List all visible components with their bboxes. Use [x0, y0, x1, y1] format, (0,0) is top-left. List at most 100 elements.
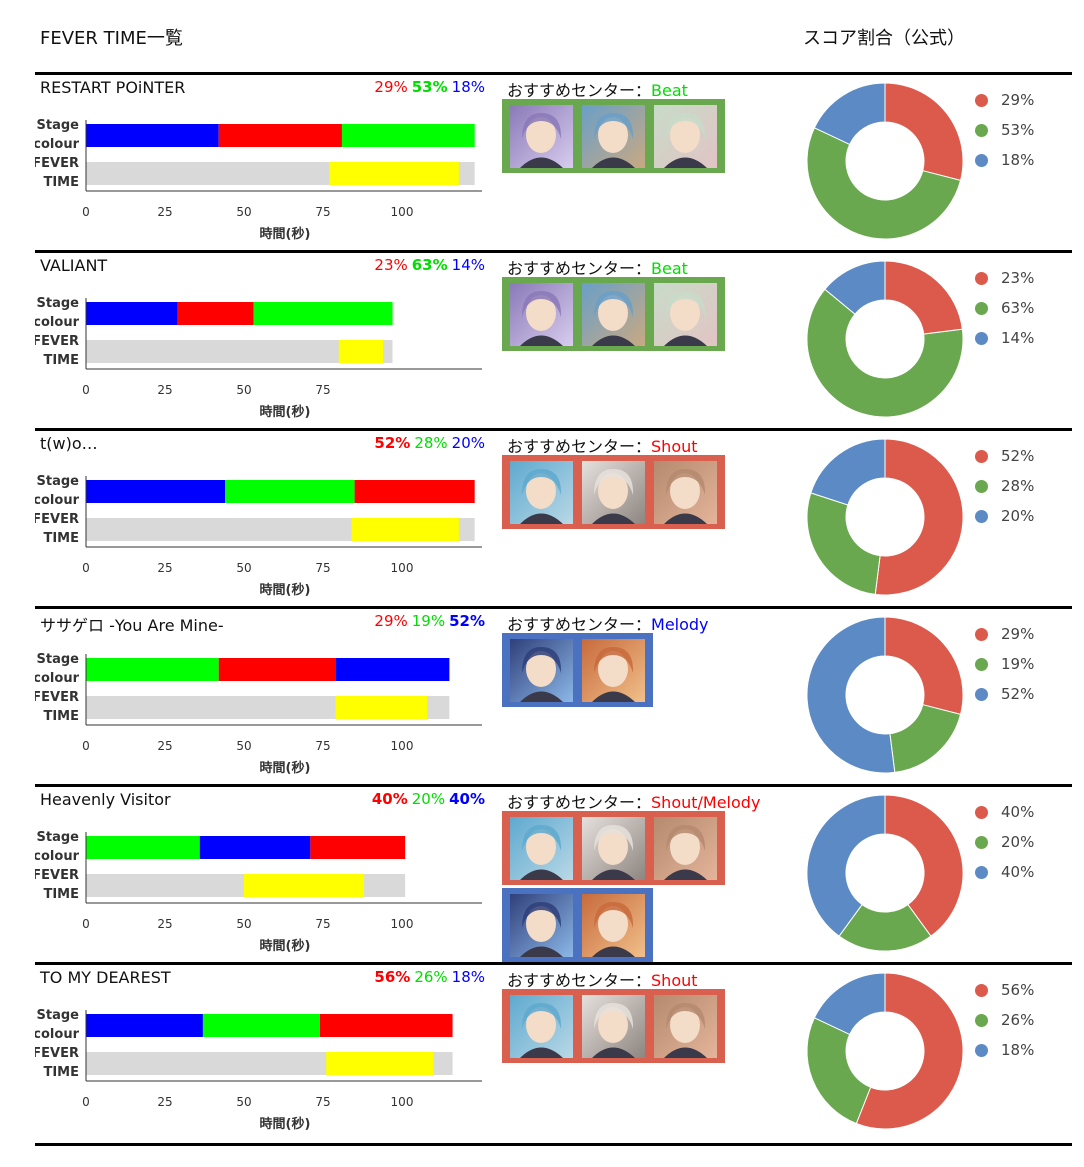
- card-group: [502, 277, 725, 354]
- pct-red: 23%: [374, 256, 408, 274]
- pct-blue: 20%: [451, 434, 485, 452]
- card-face: [670, 1007, 700, 1043]
- song-title: ササゲロ -You Are Mine-: [40, 616, 224, 635]
- donut-slice-red: [884, 82, 964, 182]
- x-tick-label: 100: [391, 917, 414, 931]
- stage-segment-green: [202, 1014, 320, 1037]
- card-outfit: [520, 157, 563, 168]
- card-orange-hair[interactable]: [582, 894, 645, 957]
- legend-dot-green: [975, 657, 988, 671]
- card-light-brown-hair[interactable]: [654, 995, 717, 1058]
- donut-slice-blue: [810, 438, 886, 506]
- card-face: [598, 117, 628, 153]
- legend-dot-blue: [975, 687, 988, 701]
- legend-dot-green: [975, 1013, 988, 1027]
- card-purple-hair[interactable]: [510, 105, 573, 168]
- card-hair: [522, 469, 562, 495]
- donut-legend: 56% 26% 18%: [975, 975, 1034, 1065]
- rec-prefix: おすすめセンター：: [507, 793, 652, 812]
- card-hair: [522, 291, 562, 317]
- card-white-hair[interactable]: [582, 995, 645, 1058]
- x-tick-label: 50: [236, 1095, 251, 1109]
- card-box-red: [502, 989, 725, 1063]
- card-face: [526, 906, 556, 942]
- card-light-brown-hair[interactable]: [654, 461, 717, 524]
- x-tick-label: 75: [315, 205, 330, 219]
- card-silver-blue-hair[interactable]: [510, 995, 573, 1058]
- x-axis-label: 時間(秒): [260, 938, 311, 954]
- x-tick-label: 50: [236, 917, 251, 931]
- fever-track: [86, 340, 393, 363]
- card-group: [502, 989, 725, 1066]
- card-outfit: [592, 946, 635, 957]
- card-face: [598, 829, 628, 865]
- x-axis-label: 時間(秒): [260, 760, 311, 776]
- donut-slice-blue: [813, 82, 886, 146]
- x-tick-label: 75: [315, 383, 330, 397]
- song-section: t(w)o… 52% 28% 20% Stage colour FEVER TIME 0 25 50…: [35, 428, 1072, 609]
- rec-prefix: おすすめセンター：: [507, 615, 652, 634]
- card-purple-hair[interactable]: [510, 283, 573, 346]
- card-brown-hair[interactable]: [582, 283, 645, 346]
- card-brown-hair[interactable]: [582, 105, 645, 168]
- card-face: [598, 473, 628, 509]
- score-donut: [806, 438, 964, 596]
- pct-green: 53%: [411, 78, 448, 96]
- donut-slice-blue: [806, 616, 896, 774]
- fever-time-chart: Stage colour FEVER TIME 0 25 50 75 100 時間(秒): [35, 1008, 482, 1132]
- stage-label: Stage: [37, 1008, 80, 1023]
- x-tick-label: 100: [391, 561, 414, 575]
- card-group: [502, 99, 725, 176]
- card-face: [526, 1007, 556, 1043]
- card-box-red: [502, 455, 725, 529]
- pct-blue: 14%: [451, 256, 485, 274]
- fever-segment: [329, 162, 459, 185]
- legend-value: 29%: [1001, 91, 1035, 109]
- card-outfit: [664, 157, 707, 168]
- stage-label: colour: [35, 849, 80, 864]
- card-silver-blue-hair[interactable]: [510, 817, 573, 880]
- card-hair: [666, 825, 706, 851]
- card-hair: [594, 291, 634, 317]
- pct-green: 19%: [411, 612, 446, 630]
- card-pink-hair[interactable]: [654, 105, 717, 168]
- pct-green: 20%: [411, 790, 446, 808]
- card-box-red: [502, 811, 725, 885]
- stage-segment-red: [319, 1014, 453, 1037]
- card-pink-hair[interactable]: [654, 283, 717, 346]
- score-percentages: 29% 53% 18%: [365, 78, 485, 96]
- stage-label: Stage: [37, 652, 80, 667]
- rec-type: Shout: [651, 971, 698, 990]
- legend-value: 18%: [1001, 1041, 1035, 1059]
- rec-type: Beat: [651, 81, 688, 100]
- legend-value: 28%: [1001, 477, 1035, 495]
- card-face: [526, 829, 556, 865]
- score-donut: [806, 794, 964, 952]
- card-dark-hair[interactable]: [510, 894, 573, 957]
- donut-legend: 29% 53% 18%: [975, 85, 1034, 175]
- donut-slice-green: [806, 127, 962, 240]
- legend-item-green: 28%: [975, 471, 1034, 501]
- song-section: TO MY DEAREST 56% 26% 18% Stage colour FEVER TI…: [35, 962, 1072, 1146]
- card-light-brown-hair[interactable]: [654, 817, 717, 880]
- legend-item-red: 23%: [975, 263, 1034, 293]
- card-dark-hair[interactable]: [510, 639, 573, 702]
- x-tick-label: 50: [236, 205, 251, 219]
- card-hair: [522, 647, 562, 673]
- card-silver-blue-hair[interactable]: [510, 461, 573, 524]
- legend-value: 40%: [1001, 803, 1035, 821]
- card-white-hair[interactable]: [582, 817, 645, 880]
- donut-legend: 40% 20% 40%: [975, 797, 1034, 887]
- card-hair: [666, 113, 706, 139]
- x-tick-label: 0: [82, 205, 90, 219]
- score-percentages: 23% 63% 14%: [365, 256, 485, 274]
- stage-segment-red: [354, 480, 475, 503]
- card-group: [502, 811, 725, 965]
- legend-dot-red: [975, 805, 988, 819]
- legend-dot-red: [975, 93, 988, 107]
- stage-segment-green: [341, 124, 475, 147]
- card-outfit: [592, 869, 635, 880]
- card-white-hair[interactable]: [582, 461, 645, 524]
- card-orange-hair[interactable]: [582, 639, 645, 702]
- fever-time-chart: Stage colour FEVER TIME 0 25 50 75 100 時間(秒): [35, 118, 482, 242]
